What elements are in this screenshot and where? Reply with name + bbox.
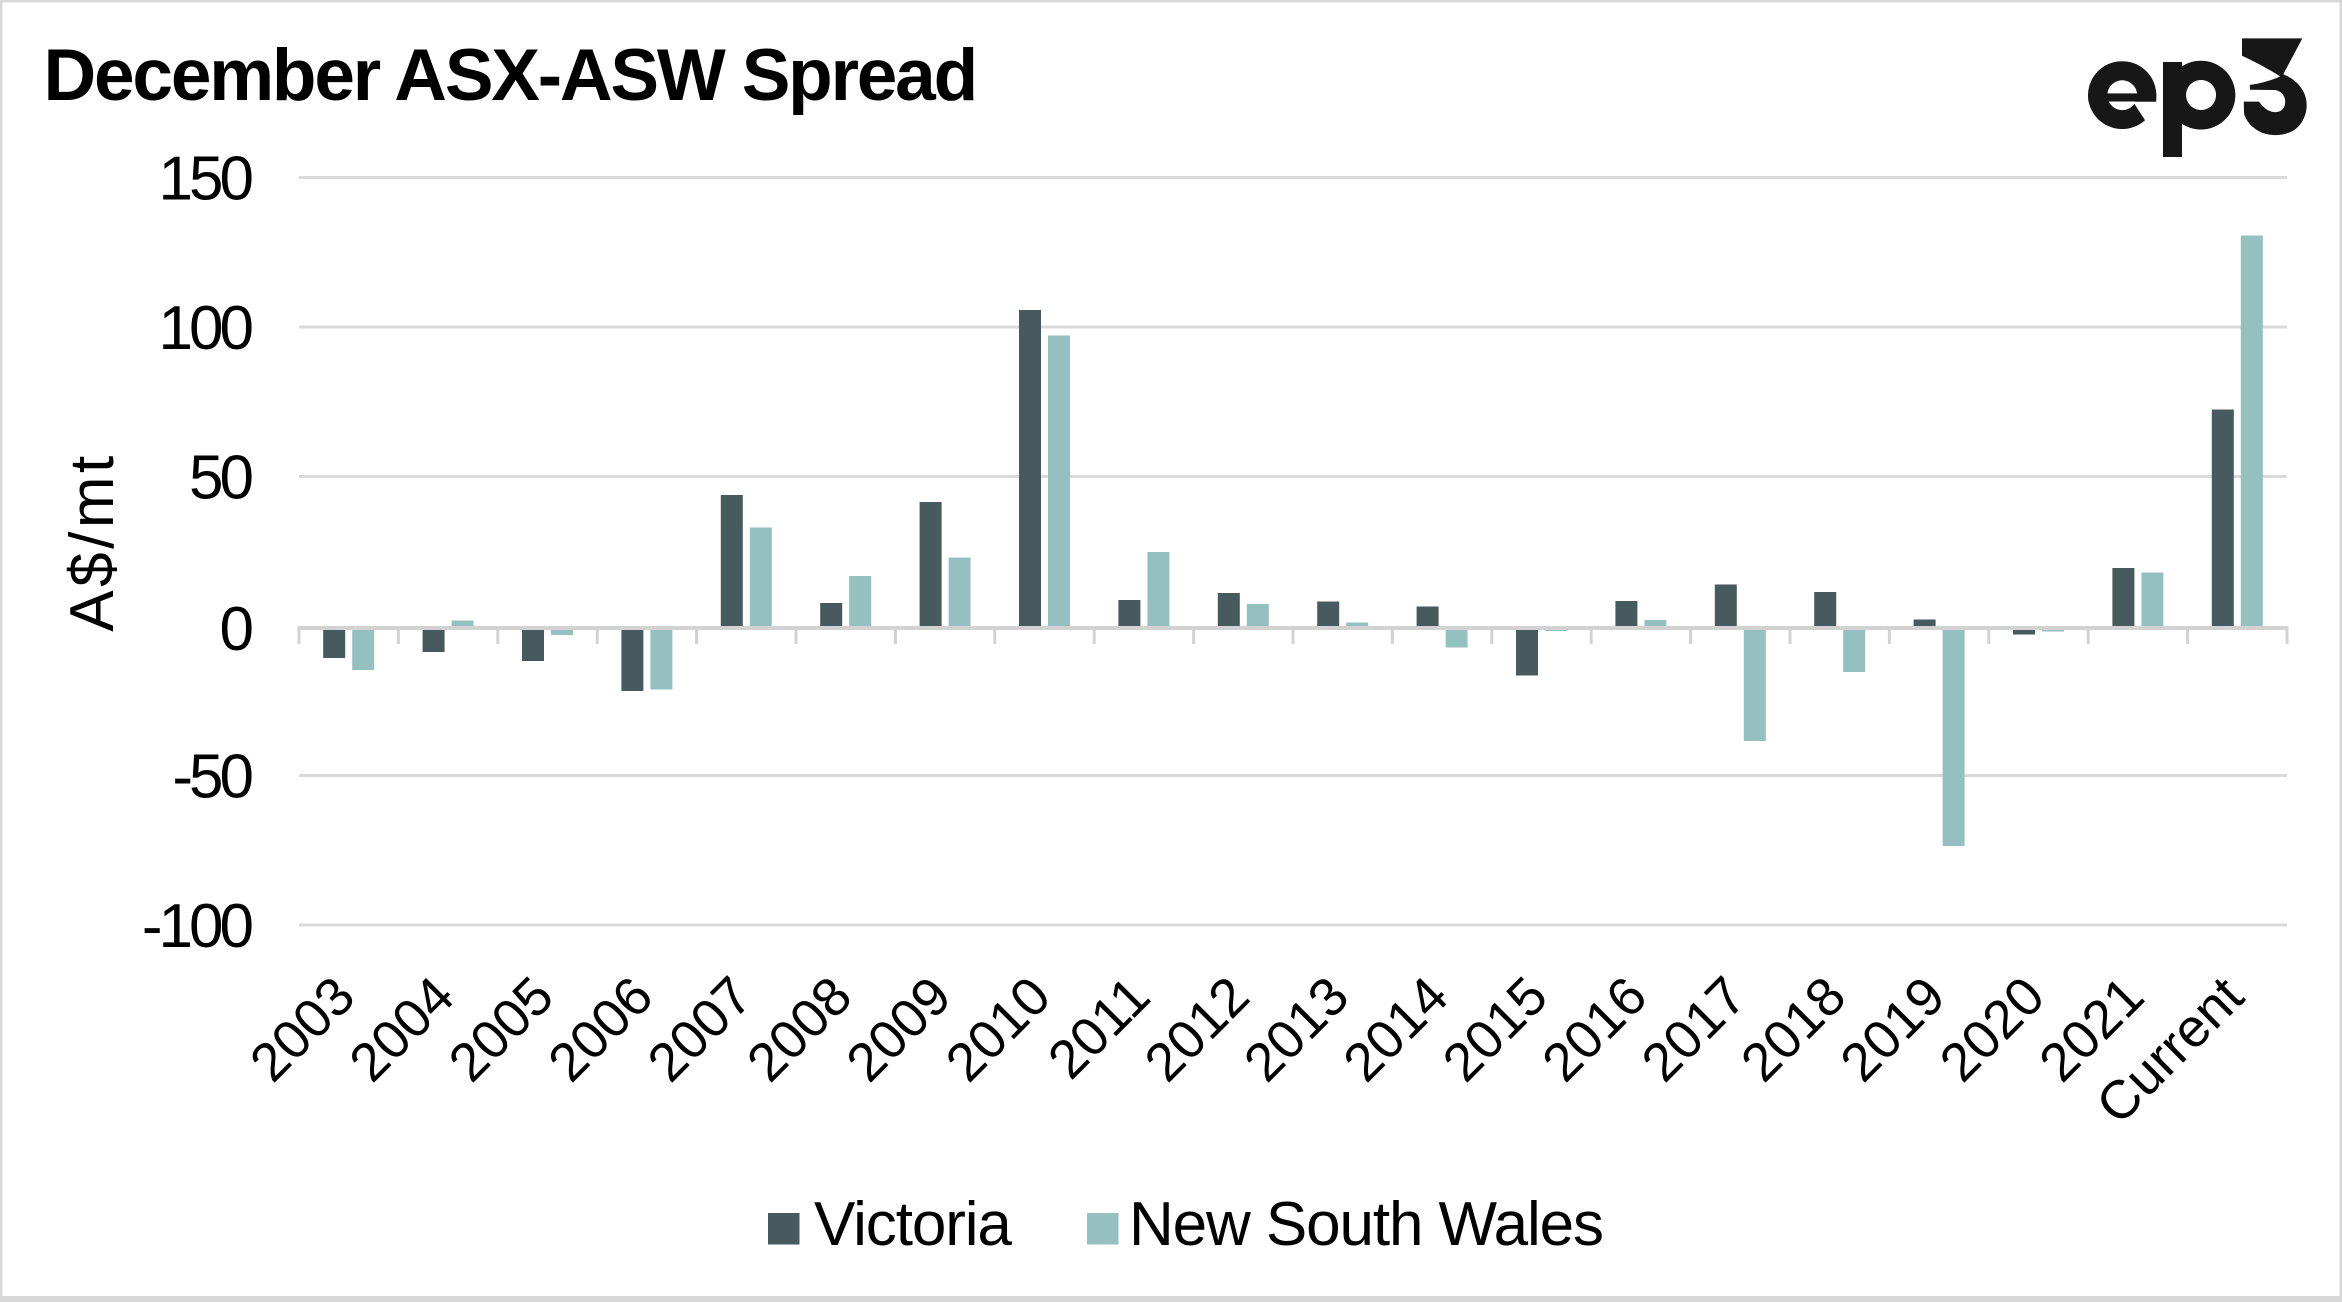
- svg-text:100: 100: [159, 294, 253, 363]
- svg-text:New South Wales: New South Wales: [1129, 1190, 1603, 1259]
- svg-text:50: 50: [189, 444, 252, 513]
- svg-text:A$/mt: A$/mt: [58, 452, 127, 631]
- svg-text:150: 150: [159, 145, 253, 214]
- svg-text:0: 0: [220, 595, 253, 664]
- svg-text:-100: -100: [142, 892, 253, 961]
- svg-text:December ASX-ASW Spread: December ASX-ASW Spread: [44, 35, 976, 116]
- svg-text:-50: -50: [172, 743, 252, 812]
- svg-text:Victoria: Victoria: [814, 1190, 1012, 1259]
